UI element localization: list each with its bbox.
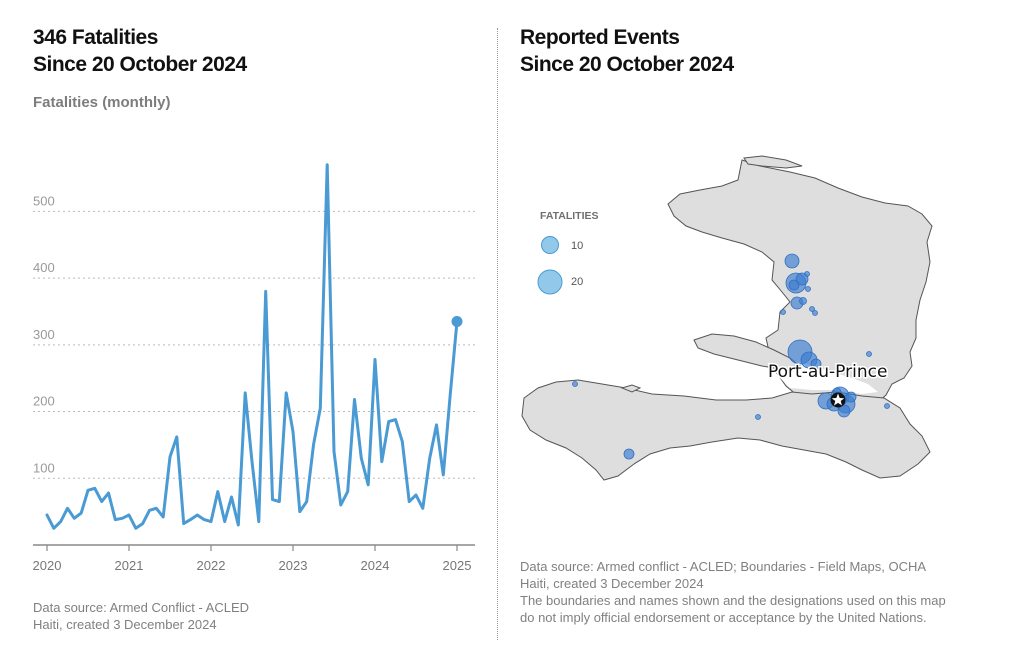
x-tick-label: 2025 xyxy=(443,558,472,573)
tortuga-island xyxy=(743,155,803,169)
y-tick-label: 500 xyxy=(33,193,55,208)
chart-title-line1: 346 Fatalities xyxy=(33,26,158,49)
event-bubble xyxy=(799,297,807,305)
fatalities-line-chart: 100 200 300 400 500 2020 2021 2022 2023 2024 2025 xyxy=(33,163,475,573)
legend-title: FATALITIES xyxy=(540,210,599,222)
gonave-island xyxy=(693,333,802,371)
y-tick-labels: 100 200 300 400 500 xyxy=(33,193,55,475)
chart-source: Data source: Armed Conflict - ACLED Hait… xyxy=(33,599,249,633)
map-title: Reported Events Since 20 October 2024 xyxy=(520,24,734,78)
event-bubble xyxy=(810,358,822,370)
x-tick-label: 2021 xyxy=(115,558,144,573)
small-island xyxy=(620,384,642,393)
chart-source-line1: Data source: Armed Conflict - ACLED xyxy=(33,600,250,615)
panel-divider xyxy=(497,28,498,640)
map-source-line2: Haiti, created 3 December 2024 xyxy=(520,576,704,591)
grid-layer xyxy=(33,210,475,479)
x-tick-label: 2022 xyxy=(197,558,226,573)
chart-source-line2: Haiti, created 3 December 2024 xyxy=(33,617,217,632)
event-bubble xyxy=(845,391,857,403)
event-bubble xyxy=(866,351,872,357)
star-icon xyxy=(831,393,845,406)
event-bubble xyxy=(572,381,578,387)
y-tick-label: 200 xyxy=(33,394,55,409)
chart-ylabel: Fatalities (monthly) xyxy=(33,94,171,111)
event-bubble xyxy=(805,286,811,292)
x-ticks: 2020 2021 2022 2023 2024 2025 xyxy=(33,545,472,573)
map-disclaimer-line1: The boundaries and names shown and the d… xyxy=(520,593,946,608)
y-tick-label: 300 xyxy=(33,327,55,342)
legend-bubble-large xyxy=(537,269,563,295)
y-tick-label: 400 xyxy=(33,260,55,275)
series-line xyxy=(45,163,459,530)
chart-title: 346 Fatalities Since 20 October 2024 xyxy=(33,24,247,78)
chart-title-line2: Since 20 October 2024 xyxy=(33,53,247,76)
event-bubble xyxy=(623,448,635,460)
x-tick-label: 2020 xyxy=(33,558,62,573)
event-bubble xyxy=(809,306,815,312)
last-data-point xyxy=(451,315,463,327)
map-disclaimer-line2: do not imply official endorsement or acc… xyxy=(520,610,927,625)
map-source: Data source: Armed conflict - ACLED; Bou… xyxy=(520,558,946,626)
x-tick-label: 2024 xyxy=(361,558,390,573)
haiti-events-map: FATALITIES 10 20 Port-au-Prince xyxy=(521,155,933,481)
legend-label-small: 10 xyxy=(571,240,583,252)
event-bubble xyxy=(788,279,800,291)
event-bubble xyxy=(780,309,786,315)
event-bubble xyxy=(804,271,810,277)
y-tick-label: 100 xyxy=(33,460,55,475)
event-bubble xyxy=(884,403,890,409)
event-bubble xyxy=(812,310,818,316)
event-bubble xyxy=(755,414,761,420)
city-label: Port-au-Prince xyxy=(768,362,887,382)
x-tick-label: 2023 xyxy=(279,558,308,573)
map-title-line2: Since 20 October 2024 xyxy=(520,53,734,76)
map-title-line1: Reported Events xyxy=(520,26,680,49)
map-source-line1: Data source: Armed conflict - ACLED; Bou… xyxy=(520,559,927,574)
legend-bubble-small xyxy=(541,236,559,254)
event-bubble xyxy=(837,404,851,418)
legend-label-large: 20 xyxy=(571,276,583,288)
event-bubble xyxy=(784,253,800,269)
